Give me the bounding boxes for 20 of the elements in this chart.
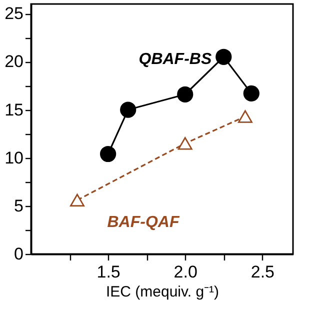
series-label: QBAF-BS bbox=[138, 50, 212, 68]
y-tick-label: 20 bbox=[4, 52, 24, 72]
point bbox=[178, 137, 192, 150]
point bbox=[238, 110, 252, 123]
y-tick-label: 15 bbox=[4, 100, 24, 120]
point bbox=[70, 194, 84, 206]
point bbox=[100, 146, 116, 162]
x-axis-title: IEC (mequiv. g⁻¹) bbox=[106, 284, 220, 300]
y-tick-label: 25 bbox=[4, 4, 24, 24]
point bbox=[216, 48, 232, 65]
x-tick-label: 2.5 bbox=[250, 262, 274, 282]
point bbox=[177, 86, 194, 102]
y-tick-label: 5 bbox=[14, 196, 24, 216]
x-tick-label: 1.5 bbox=[96, 262, 120, 282]
point bbox=[243, 85, 260, 102]
x-tick-label: 2.0 bbox=[174, 262, 198, 282]
series-label: BAF-QAF bbox=[107, 214, 180, 232]
y-tick-label: 10 bbox=[4, 148, 24, 168]
point bbox=[120, 102, 136, 118]
y-tick-label: 0 bbox=[14, 244, 24, 264]
